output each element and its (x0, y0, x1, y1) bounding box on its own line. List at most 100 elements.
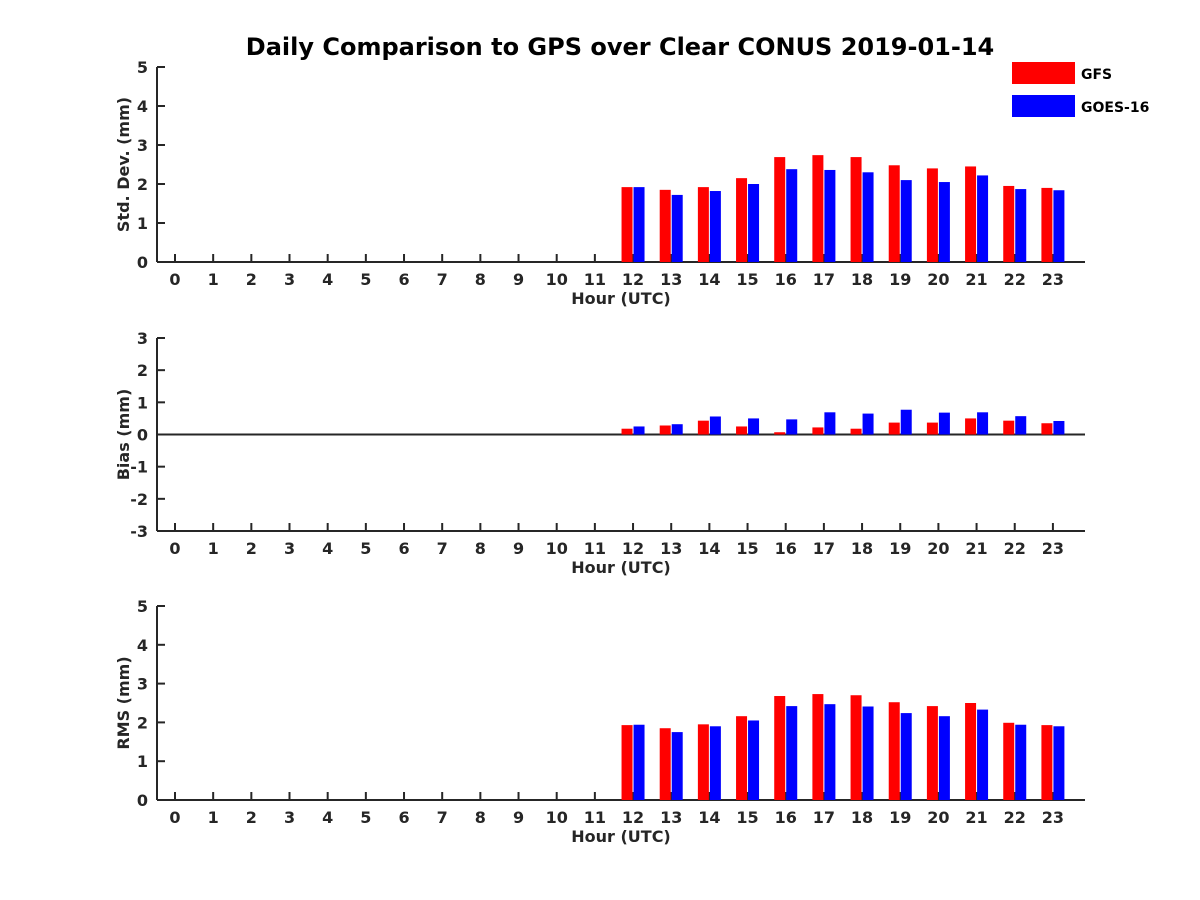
rms-bar-gfs-16 (774, 696, 786, 800)
bias-x-tick-label: 10 (546, 539, 568, 558)
rms-bar-goes16-16 (786, 706, 798, 800)
std-dev-x-tick-label: 9 (513, 270, 524, 289)
chart-title: Daily Comparison to GPS over Clear CONUS… (246, 33, 994, 61)
bias-bar-goes16-18 (862, 413, 874, 435)
std-dev-x-tick-label: 0 (169, 270, 180, 289)
rms-bar-gfs-18 (850, 695, 862, 800)
legend-swatch-goes16 (1012, 95, 1075, 117)
bias-x-tick-label: 6 (398, 539, 409, 558)
rms-x-tick-label: 22 (1004, 808, 1026, 827)
bias-bar-gfs-22 (1003, 420, 1015, 435)
std-dev-y-tick-label: 2 (137, 175, 148, 194)
std-dev-y-tick-label: 0 (137, 253, 148, 272)
std-dev-x-tick-label: 20 (927, 270, 949, 289)
bias-bar-gfs-17 (812, 427, 824, 435)
bias-x-tick-label: 22 (1004, 539, 1026, 558)
std-dev-x-tick-label: 21 (965, 270, 987, 289)
rms-x-tick-label: 15 (736, 808, 758, 827)
std-dev-bar-goes16-23 (1053, 190, 1065, 262)
bias-x-tick-label: 17 (813, 539, 835, 558)
rms-x-tick-label: 0 (169, 808, 180, 827)
bias-bar-gfs-12 (621, 428, 633, 435)
std-dev-x-tick-label: 12 (622, 270, 644, 289)
bias-bar-goes16-19 (900, 409, 912, 435)
std-dev-bar-goes16-14 (709, 191, 721, 262)
std-dev-bar-gfs-21 (965, 166, 977, 262)
bias-bar-gfs-16 (774, 432, 786, 435)
bias-bar-goes16-23 (1053, 420, 1065, 435)
rms-x-tick-label: 18 (851, 808, 873, 827)
rms-bar-goes16-12 (633, 724, 645, 800)
rms-bar-gfs-20 (926, 706, 938, 800)
bias-x-tick-label: 12 (622, 539, 644, 558)
bias-bar-goes16-17 (824, 412, 836, 435)
std-dev-x-tick-label: 2 (246, 270, 257, 289)
std-dev-bar-goes16-19 (900, 180, 912, 262)
std-dev-x-tick-label: 22 (1004, 270, 1026, 289)
std-dev-bar-goes16-17 (824, 169, 836, 262)
rms-x-tick-label: 16 (775, 808, 797, 827)
rms-bar-goes16-15 (748, 720, 760, 800)
std-dev-y-tick-label: 4 (137, 97, 148, 116)
bias-bar-gfs-23 (1041, 423, 1053, 435)
bias-y-tick-label: 1 (137, 393, 148, 412)
bias-bar-goes16-21 (977, 412, 989, 435)
bias-bar-goes16-12 (633, 426, 645, 435)
rms-y-tick-label: 0 (137, 791, 148, 810)
bias-bar-gfs-13 (659, 425, 671, 435)
rms-y-tick-label: 2 (137, 713, 148, 732)
std-dev-x-tick-label: 14 (698, 270, 720, 289)
legend-swatch-gfs (1012, 62, 1075, 84)
std-dev-x-tick-label: 19 (889, 270, 911, 289)
std-dev-bar-goes16-18 (862, 172, 874, 262)
std-dev-x-tick-label: 23 (1042, 270, 1064, 289)
rms-bar-goes16-13 (671, 732, 683, 800)
rms-bar-goes16-21 (977, 709, 989, 800)
std-dev-bar-goes16-21 (977, 175, 989, 262)
std-dev-x-tick-label: 16 (775, 270, 797, 289)
rms-y-tick-label: 4 (137, 636, 148, 655)
bias-y-tick-label: -1 (130, 458, 148, 477)
rms-x-tick-label: 7 (437, 808, 448, 827)
rms-x-tick-label: 21 (965, 808, 987, 827)
rms-x-tick-label: 17 (813, 808, 835, 827)
bias-bar-gfs-18 (850, 428, 862, 435)
rms-x-tick-label: 12 (622, 808, 644, 827)
std-dev-bar-gfs-19 (888, 165, 900, 262)
bias-bar-goes16-20 (938, 412, 950, 435)
rms-bar-goes16-18 (862, 706, 874, 800)
bias-x-tick-label: 5 (360, 539, 371, 558)
std-dev-y-tick-label: 5 (137, 58, 148, 77)
bias-bar-goes16-15 (748, 418, 760, 435)
rms-x-tick-label: 3 (284, 808, 295, 827)
std-dev-x-tick-label: 18 (851, 270, 873, 289)
bias-bar-gfs-20 (926, 422, 938, 435)
rms-bar-gfs-13 (659, 728, 671, 800)
std-dev-x-tick-label: 15 (736, 270, 758, 289)
bias-bar-goes16-14 (709, 416, 721, 435)
std-dev-y-tick-label: 1 (137, 214, 148, 233)
bias-x-tick-label: 7 (437, 539, 448, 558)
rms-bar-goes16-19 (900, 713, 912, 800)
std-dev-bar-gfs-23 (1041, 187, 1053, 262)
std-dev-bar-gfs-14 (697, 187, 709, 262)
bias-x-tick-label: 18 (851, 539, 873, 558)
std-dev-bar-gfs-15 (736, 178, 748, 262)
rms-x-tick-label: 8 (475, 808, 486, 827)
legend-label-gfs: GFS (1081, 67, 1112, 83)
rms-x-tick-label: 10 (546, 808, 568, 827)
rms-bar-goes16-23 (1053, 726, 1065, 800)
rms-bar-gfs-21 (965, 703, 977, 800)
std-dev-y-tick-label: 3 (137, 136, 148, 155)
std-dev-bar-gfs-12 (621, 187, 633, 262)
bias-bar-gfs-15 (736, 426, 748, 435)
rms-x-label: Hour (UTC) (571, 827, 671, 846)
bias-x-tick-label: 1 (208, 539, 219, 558)
bias-x-label: Hour (UTC) (571, 558, 671, 577)
std-dev-bar-goes16-20 (938, 182, 950, 262)
std-dev-y-label: Std. Dev. (mm) (114, 97, 133, 232)
rms-bar-goes16-17 (824, 704, 836, 800)
